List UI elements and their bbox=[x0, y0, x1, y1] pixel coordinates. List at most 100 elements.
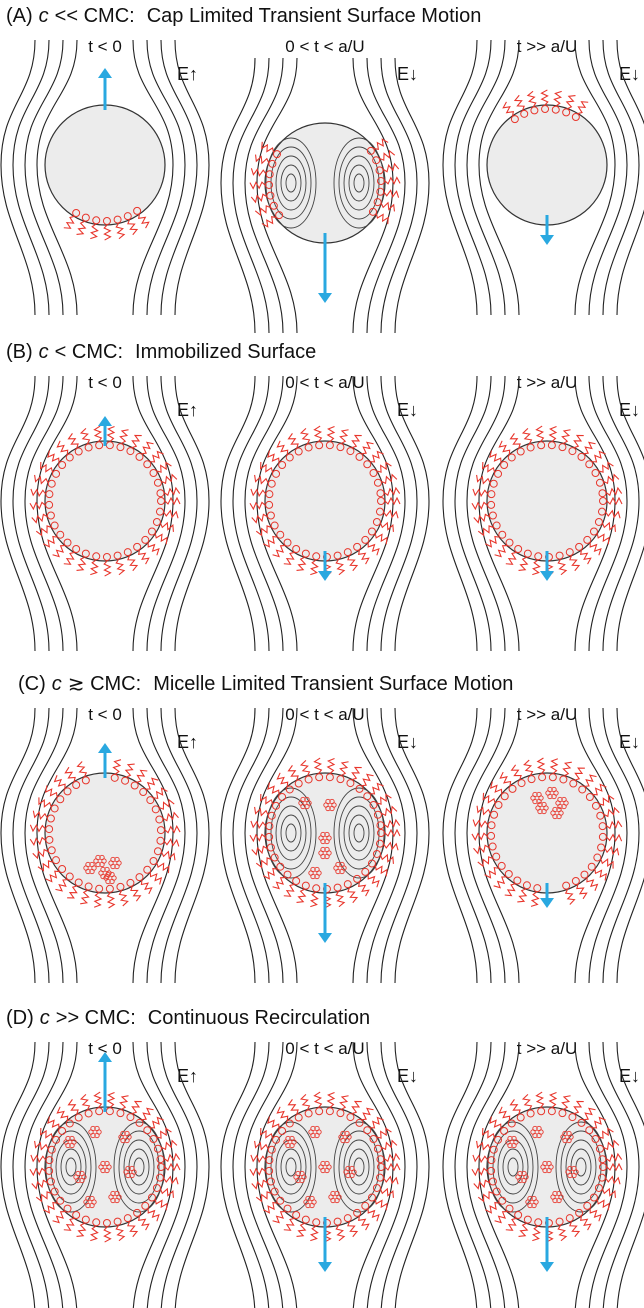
surfactant bbox=[473, 1155, 488, 1162]
surfactant bbox=[375, 1200, 387, 1211]
surfactant bbox=[41, 1128, 53, 1138]
surfactant bbox=[128, 556, 137, 571]
droplet bbox=[487, 105, 607, 225]
surfactant bbox=[362, 774, 374, 785]
surfactant bbox=[517, 889, 526, 902]
motion-arrowhead bbox=[540, 898, 554, 908]
surfactant bbox=[48, 450, 59, 462]
surfactant bbox=[126, 764, 135, 777]
surfactant bbox=[483, 793, 495, 803]
droplet bbox=[45, 105, 165, 225]
surfactant bbox=[128, 1222, 137, 1237]
streamline bbox=[221, 58, 255, 333]
streamline bbox=[13, 708, 49, 983]
surfactant bbox=[381, 203, 394, 212]
surfactant bbox=[90, 560, 97, 574]
surfactant bbox=[261, 794, 273, 804]
surfactant bbox=[578, 102, 588, 114]
surfactant bbox=[77, 1223, 86, 1236]
surfactant bbox=[538, 758, 545, 773]
surfactant bbox=[380, 151, 395, 160]
surfactant bbox=[566, 889, 575, 904]
surfactant bbox=[473, 489, 488, 496]
surfactant bbox=[368, 543, 379, 556]
surfactant bbox=[164, 511, 178, 519]
title-label: (B) bbox=[6, 341, 33, 363]
surfactant bbox=[370, 783, 383, 793]
surfactant bbox=[587, 878, 597, 891]
surfactant bbox=[483, 1128, 495, 1138]
surfactant bbox=[506, 1218, 516, 1230]
surfactant bbox=[57, 441, 67, 455]
surfactant bbox=[473, 820, 487, 827]
surfactant bbox=[601, 859, 613, 868]
surfactant bbox=[65, 767, 75, 781]
surfactant bbox=[592, 451, 605, 461]
surfactant bbox=[485, 868, 499, 878]
surfactant bbox=[80, 890, 88, 903]
surfactant bbox=[574, 435, 583, 447]
surfactant bbox=[375, 534, 387, 545]
surfactant bbox=[584, 442, 596, 453]
surfactant bbox=[277, 1107, 287, 1121]
surfactant bbox=[310, 560, 317, 574]
motion-arrowhead bbox=[98, 416, 112, 426]
surfactant bbox=[523, 1094, 531, 1109]
surfactant bbox=[593, 784, 606, 794]
title-condition: << CMC: bbox=[55, 5, 135, 27]
surfactant bbox=[30, 825, 45, 832]
surfactant bbox=[162, 1141, 177, 1150]
surfactant bbox=[128, 220, 137, 235]
surfactant bbox=[536, 426, 543, 441]
surfactant bbox=[163, 813, 178, 821]
surfactant bbox=[139, 1216, 149, 1230]
surfactant bbox=[314, 1092, 321, 1107]
surfactant bbox=[606, 1177, 620, 1185]
surfactant bbox=[77, 557, 86, 570]
surfactant bbox=[41, 462, 53, 472]
streamline bbox=[13, 1042, 49, 1308]
surfactant bbox=[108, 1093, 115, 1108]
surfactant bbox=[64, 1218, 74, 1230]
surfactant bbox=[336, 559, 344, 574]
surfactant bbox=[53, 1212, 65, 1223]
motion-arrowhead bbox=[318, 1262, 332, 1272]
surfactant bbox=[375, 866, 387, 877]
surfactant bbox=[273, 1212, 285, 1223]
surfactant bbox=[511, 1099, 521, 1114]
streamline bbox=[443, 376, 477, 651]
streamline bbox=[395, 58, 429, 333]
surfactant bbox=[495, 1212, 507, 1223]
surfactant bbox=[139, 550, 149, 564]
streamline bbox=[455, 1042, 491, 1308]
surfactant bbox=[142, 1108, 154, 1119]
surfactant bbox=[370, 451, 383, 461]
surfactant bbox=[277, 441, 287, 455]
surfactant bbox=[500, 772, 510, 786]
surfactant bbox=[162, 852, 175, 861]
surfactant bbox=[261, 1128, 273, 1138]
surfactant bbox=[340, 762, 348, 776]
surfactant bbox=[33, 850, 48, 858]
surfactant bbox=[607, 835, 622, 842]
surfactant bbox=[251, 1155, 266, 1162]
surfactant bbox=[477, 475, 490, 483]
surfactant bbox=[263, 1203, 277, 1213]
surfactant bbox=[474, 1180, 489, 1188]
surfactant bbox=[31, 489, 46, 496]
surfactant bbox=[251, 489, 266, 496]
surfactant bbox=[55, 880, 67, 891]
surfactant bbox=[478, 526, 493, 535]
surfactant bbox=[69, 1099, 79, 1114]
surfactant bbox=[359, 1216, 369, 1230]
surfactant bbox=[474, 514, 489, 522]
surfactant bbox=[256, 155, 269, 164]
surfactant bbox=[94, 1092, 101, 1107]
time-label: t >> a/U bbox=[517, 1039, 577, 1058]
surfactant bbox=[289, 765, 299, 780]
surfactant bbox=[284, 1218, 294, 1230]
surfactant bbox=[478, 1192, 493, 1201]
surfactant bbox=[590, 543, 601, 556]
surfactant bbox=[256, 1192, 271, 1201]
surfactant bbox=[597, 1200, 609, 1211]
